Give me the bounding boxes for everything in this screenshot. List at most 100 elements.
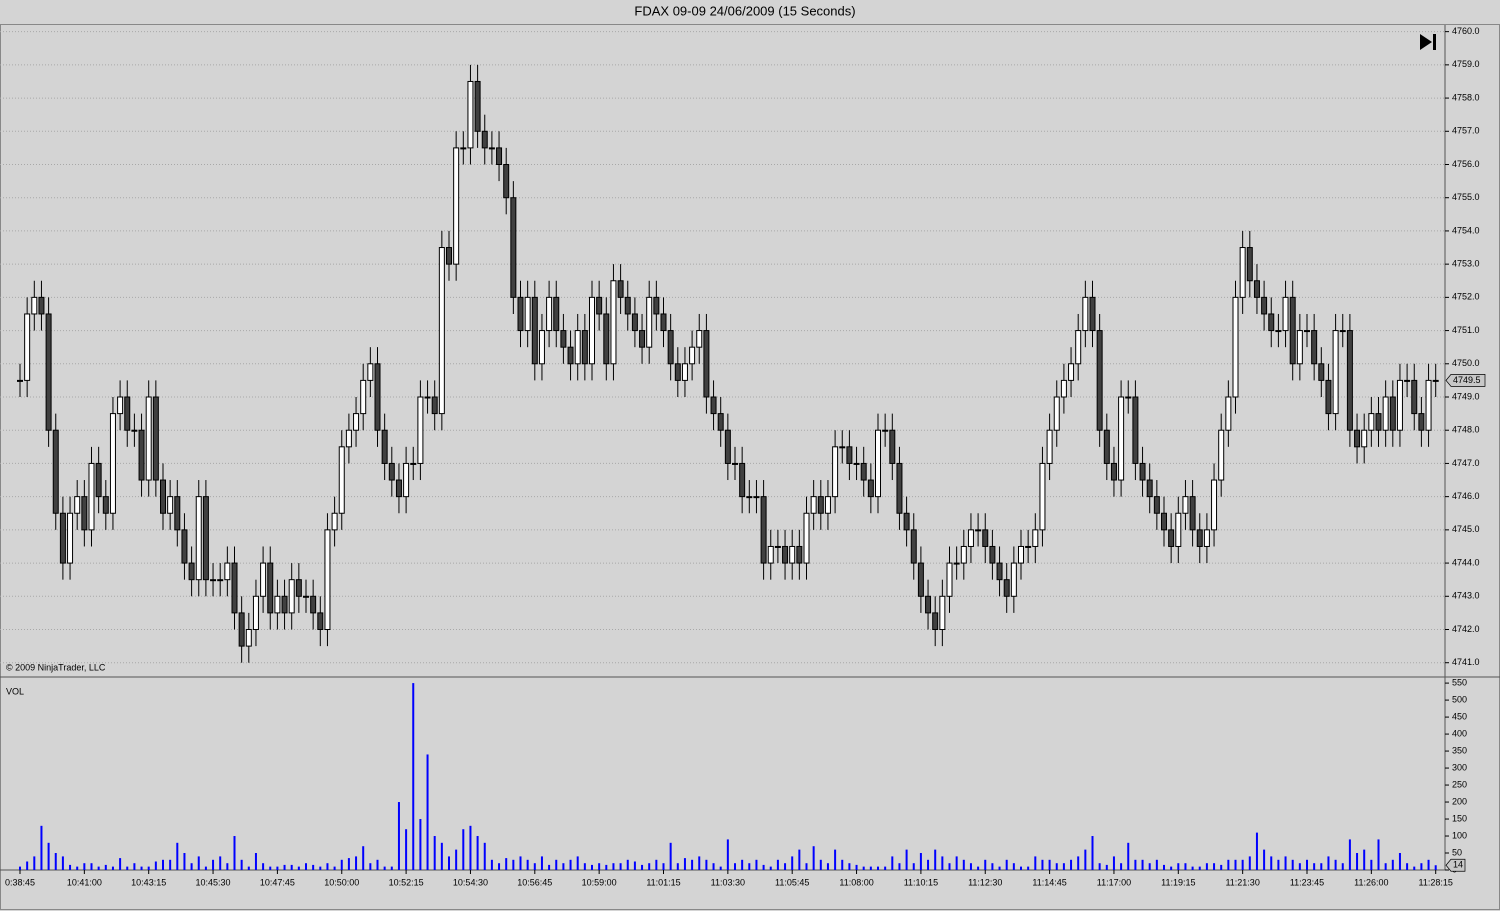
- volume-bar: [1284, 856, 1287, 870]
- volume-bar: [104, 864, 107, 870]
- volume-bar: [240, 859, 243, 870]
- volume-bar: [891, 856, 894, 870]
- volume-bar: [119, 858, 122, 870]
- volume-bar: [948, 863, 951, 870]
- volume-bar: [1048, 859, 1051, 870]
- candle-body: [381, 429, 388, 464]
- volume-bar: [1155, 859, 1158, 870]
- candle-body: [188, 562, 195, 581]
- volume-bar: [440, 842, 443, 870]
- volume-bar: [26, 861, 29, 870]
- candle-body: [1139, 462, 1146, 481]
- volume-marker: [1445, 858, 1466, 872]
- candle-body: [610, 280, 617, 365]
- candle-body: [889, 429, 896, 464]
- candle-body: [996, 562, 1003, 581]
- candle-body: [939, 595, 946, 630]
- volume-bar: [147, 866, 150, 870]
- volume-bar: [397, 802, 400, 870]
- volume-bar: [676, 863, 679, 870]
- volume-bar: [734, 863, 736, 870]
- candle-body: [267, 562, 274, 614]
- volume-bar: [355, 856, 358, 870]
- volume-bar: [462, 829, 465, 870]
- volume-bar: [805, 863, 808, 870]
- candle-body: [1425, 379, 1432, 431]
- candle-body: [817, 496, 824, 514]
- x-tick-label: 11:14:45: [1032, 877, 1066, 887]
- volume-bar: [212, 859, 215, 870]
- volume-bar: [869, 866, 872, 870]
- candle-body: [395, 479, 402, 498]
- volume-bar: [1291, 859, 1294, 870]
- volume-bar: [1391, 859, 1394, 870]
- y-tick-label: 450: [1452, 711, 1467, 721]
- volume-bar: [1434, 865, 1437, 870]
- candle-body: [882, 429, 889, 432]
- volume-bar: [769, 866, 772, 870]
- volume-bar: [598, 863, 601, 870]
- volume-bar: [1170, 866, 1173, 870]
- candle-body: [696, 330, 703, 348]
- volume-bar: [1163, 864, 1165, 870]
- volume-bar: [812, 846, 815, 870]
- candle-body: [639, 330, 646, 348]
- volume-bar: [405, 829, 408, 870]
- candle-body: [1146, 479, 1153, 498]
- candle-body: [703, 330, 710, 398]
- candle-body: [624, 296, 631, 315]
- candle-body: [531, 296, 538, 365]
- volume-bar: [662, 863, 665, 870]
- volume-bar: [862, 866, 865, 870]
- candle-body: [438, 247, 445, 415]
- candle-body: [832, 446, 839, 498]
- candle-body: [1218, 429, 1225, 481]
- volume-bar: [533, 863, 536, 870]
- volume-bar: [998, 866, 1001, 870]
- volume-bar: [1277, 859, 1280, 870]
- candle-body: [1132, 396, 1139, 464]
- candle-body: [238, 612, 245, 647]
- volume-bar: [519, 856, 522, 870]
- y-tick-label: 4750.0: [1452, 358, 1480, 368]
- volume-bar: [33, 856, 36, 870]
- candle-body: [910, 529, 917, 564]
- volume-bar: [1062, 863, 1065, 870]
- candle-body: [1010, 562, 1017, 597]
- volume-bar: [162, 859, 164, 870]
- candle-body: [989, 545, 996, 564]
- volume-bar: [784, 863, 787, 870]
- candle-body: [124, 396, 131, 431]
- candle-body: [374, 363, 381, 431]
- volume-bar: [498, 863, 501, 870]
- volume-bar: [798, 849, 801, 870]
- y-tick-label: 4746.0: [1452, 491, 1480, 501]
- x-tick-label: 11:28:15: [1419, 877, 1453, 887]
- candle-body: [1289, 296, 1296, 365]
- volume-bar: [591, 864, 593, 870]
- candle-body: [81, 496, 88, 531]
- candle-body: [732, 462, 738, 465]
- candle-body: [1032, 529, 1039, 547]
- candle-body: [1025, 545, 1032, 548]
- candle-body: [131, 429, 138, 432]
- candle-body: [24, 313, 31, 381]
- volume-bar: [826, 863, 829, 870]
- candle-body: [1203, 529, 1210, 547]
- volume-bar: [176, 842, 179, 870]
- x-tick-label: 11:10:15: [904, 877, 938, 887]
- candle-body: [1261, 296, 1268, 315]
- volume-bar: [483, 842, 486, 870]
- y-tick-label: 350: [1452, 745, 1467, 755]
- volume-bar: [312, 864, 315, 870]
- candle-body: [553, 296, 560, 332]
- y-tick-label: 4756.0: [1452, 159, 1480, 169]
- go-to-end-button[interactable]: [1420, 34, 1436, 50]
- candle-body: [1018, 545, 1024, 564]
- volume-bar: [841, 859, 844, 870]
- candle-body: [674, 363, 681, 381]
- copyright: © 2009 NinjaTrader, LLC: [6, 662, 106, 672]
- candle-body: [1296, 330, 1303, 365]
- candle-body: [932, 612, 939, 631]
